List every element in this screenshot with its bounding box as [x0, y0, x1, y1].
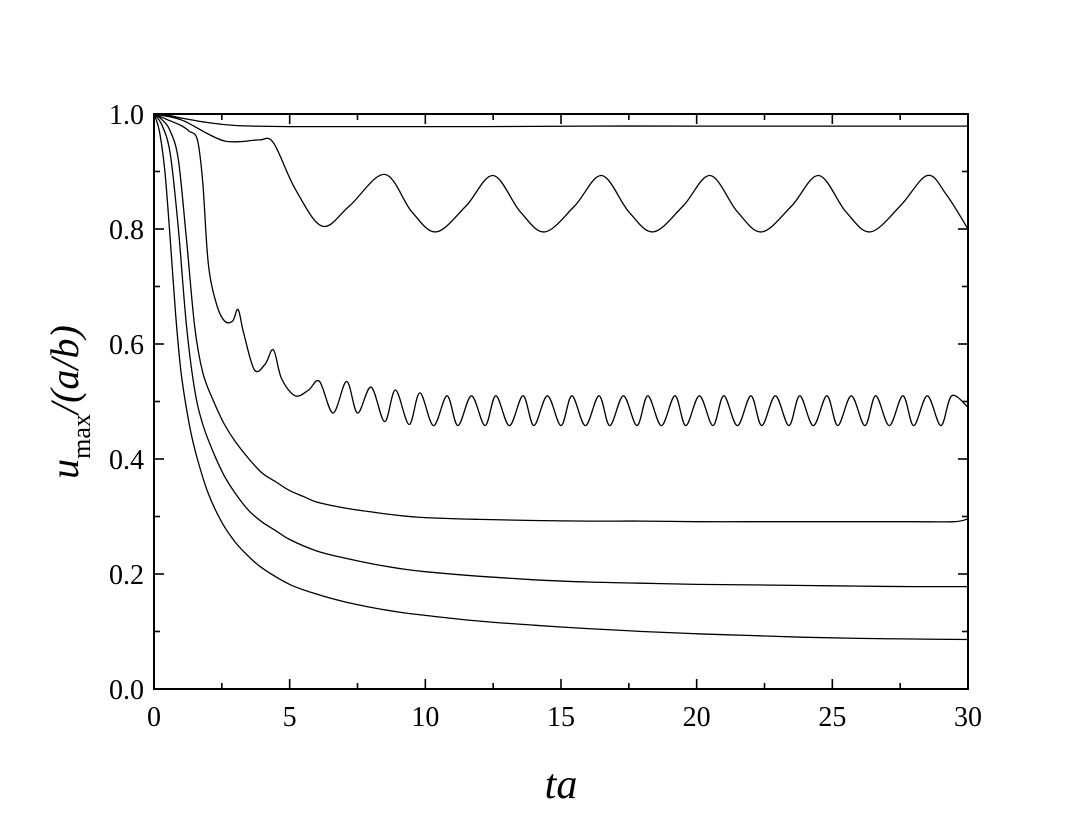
- x-tick-label: 15: [547, 702, 575, 733]
- y-tick-label: 1.0: [109, 100, 144, 131]
- series-line-3: [153, 113, 969, 427]
- y-tick-label: 0.0: [109, 675, 144, 706]
- y-tick-label: 0.4: [109, 445, 144, 476]
- x-tick-label: 0: [147, 702, 161, 733]
- y-tick-label: 0.6: [109, 330, 144, 361]
- ticks-layer: [153, 113, 969, 690]
- labels-layer: 0 5 10 15 20 25 30 0.0 0.2 0.4 0.6 0.8 1.0: [109, 100, 982, 733]
- series-layer: [153, 113, 969, 641]
- y-tick-label: 0.2: [109, 560, 144, 591]
- series-line-4: [153, 113, 969, 523]
- x-axis-title: ta: [545, 762, 578, 808]
- x-tick-label: 30: [954, 702, 982, 733]
- series-line-6: [153, 113, 969, 641]
- plot-frame: [153, 113, 969, 690]
- x-tick-label: 10: [411, 702, 439, 733]
- y-axis-title-main: u: [42, 459, 87, 479]
- x-tick-label: 5: [283, 702, 297, 733]
- y-tick-label: 0.8: [109, 215, 144, 246]
- series-line-2: [153, 113, 969, 233]
- y-axis-title: umax/(a/b): [42, 325, 96, 479]
- y-axis-title-subscript: max: [67, 414, 96, 459]
- y-axis-title-suffix: /(a/b): [42, 325, 87, 416]
- x-tick-label: 20: [683, 702, 711, 733]
- series-line-5: [153, 113, 969, 588]
- series-line-1: [153, 113, 968, 128]
- x-tick-label: 25: [818, 702, 846, 733]
